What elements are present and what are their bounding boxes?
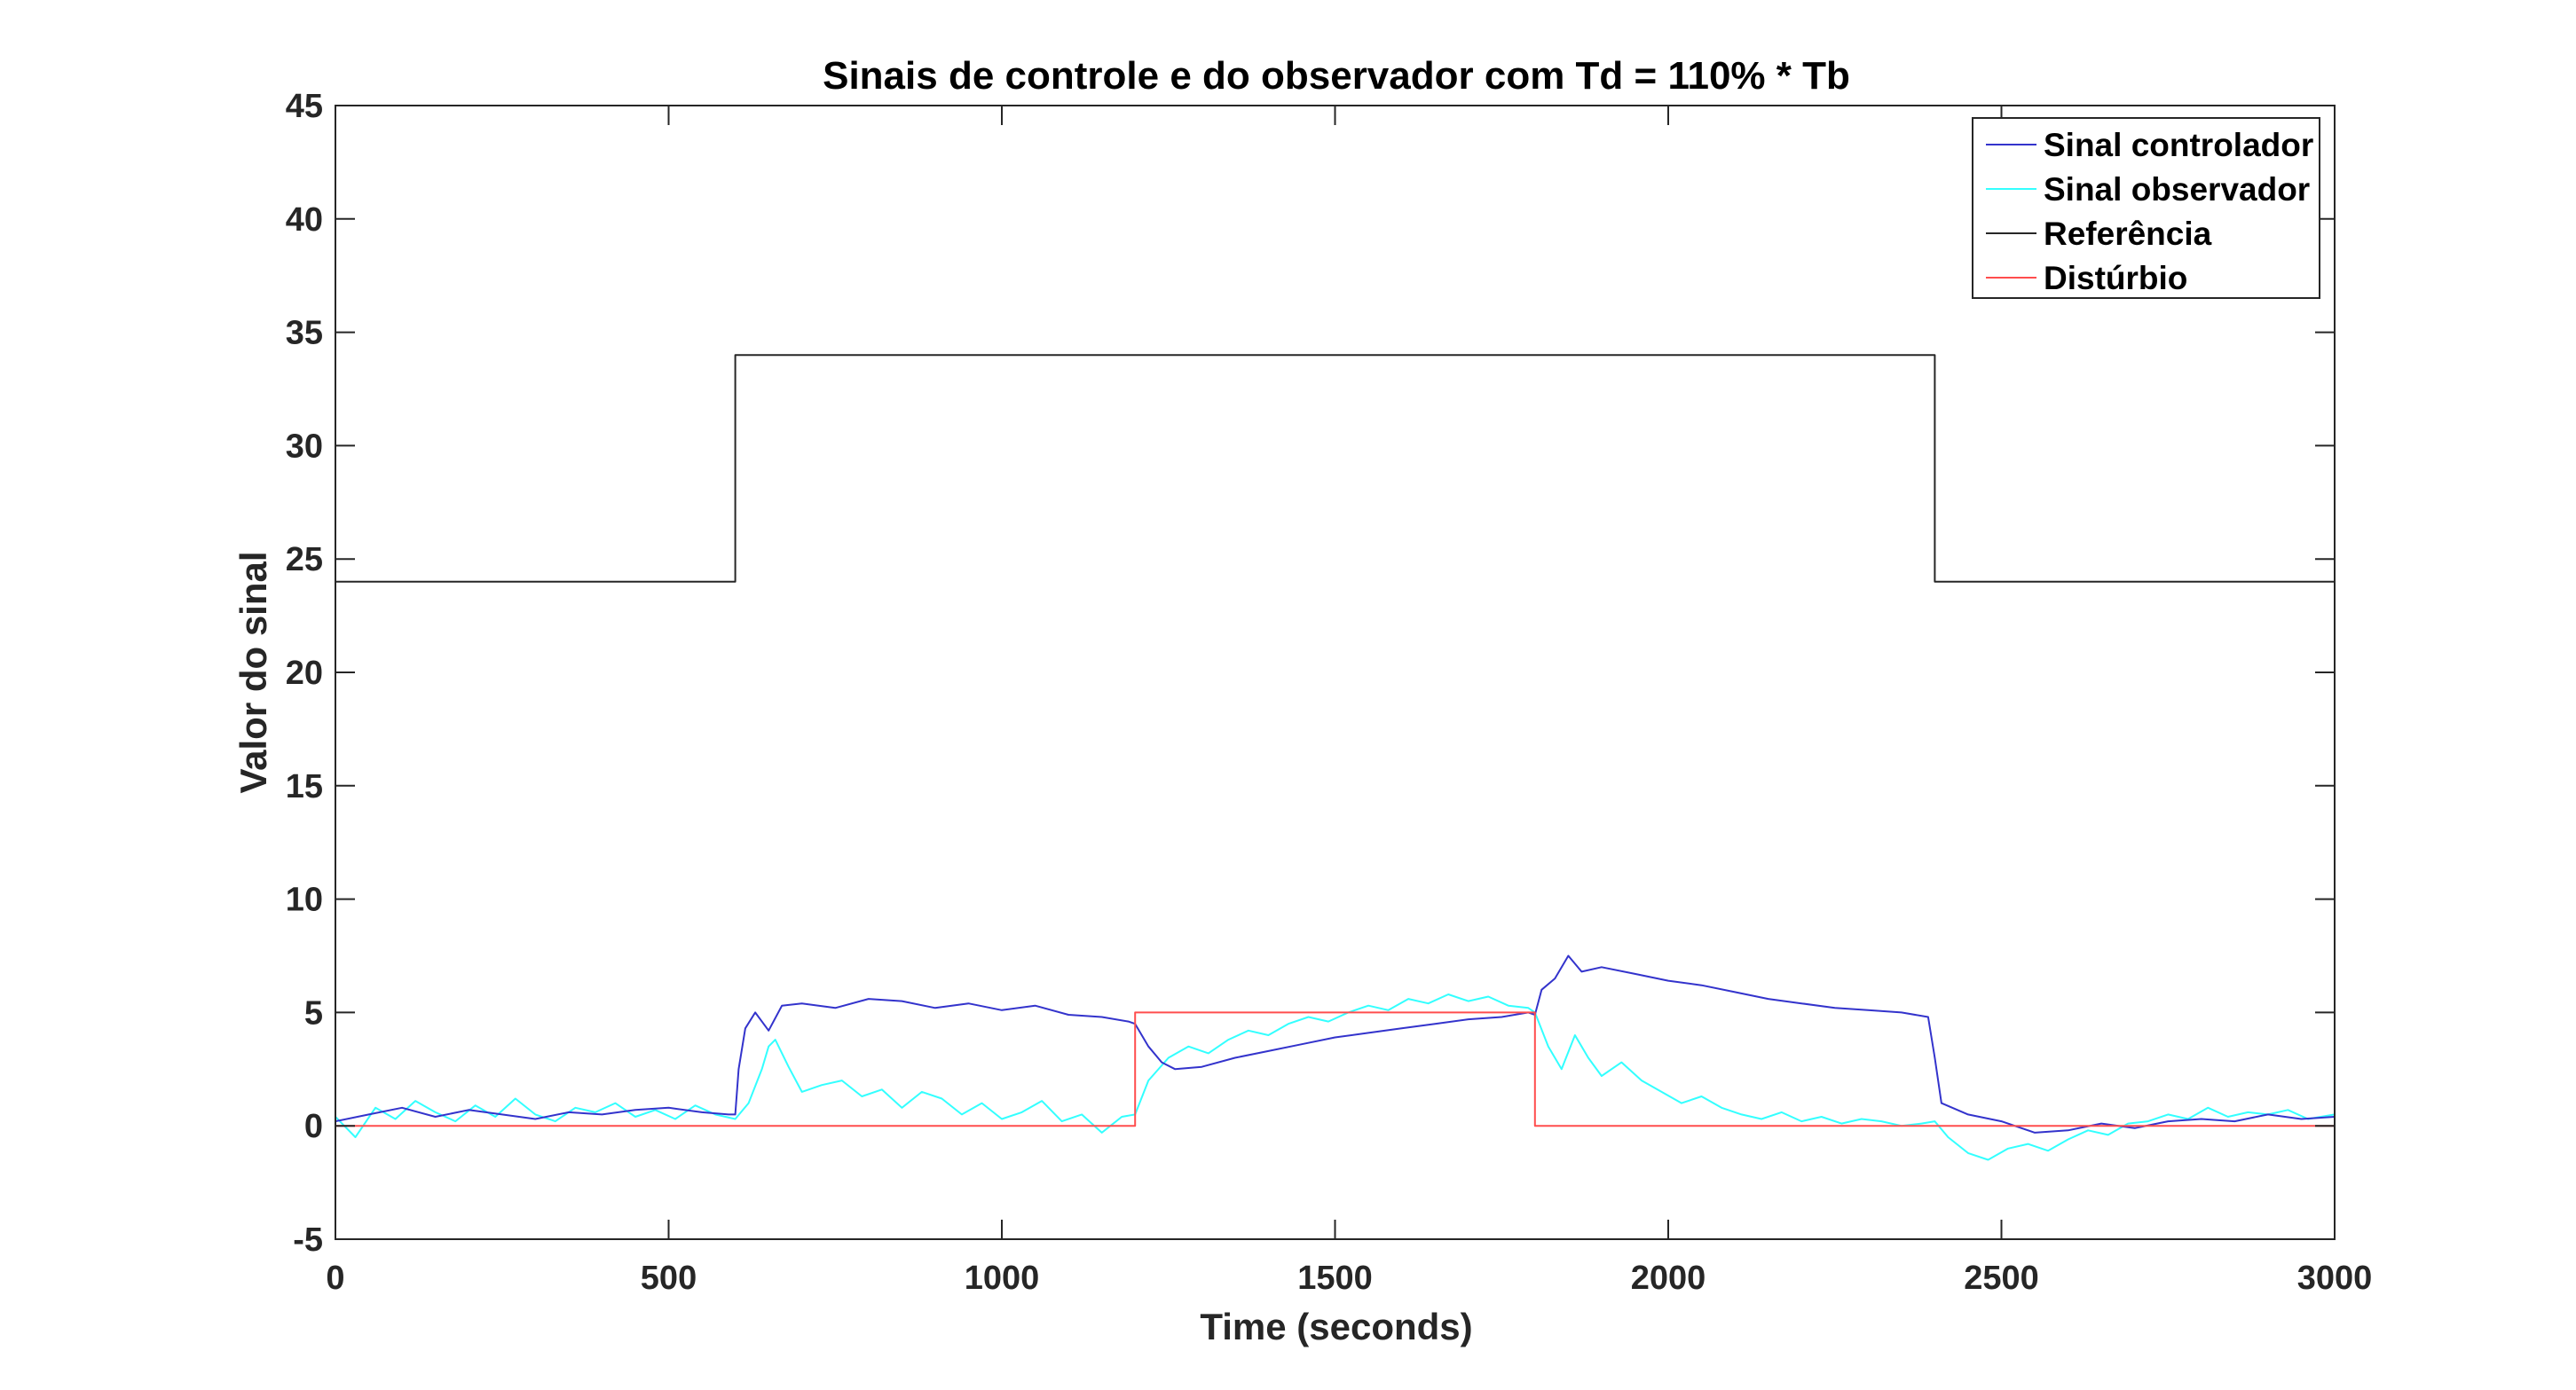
y-tick-label: 0 bbox=[304, 1108, 323, 1145]
legend: Sinal controlador Sinal observador Referên… bbox=[1972, 117, 2320, 299]
y-axis: -5 0 5 10 15 20 25 30 35 40 45 bbox=[286, 88, 2335, 1259]
legend-label-sinal-controlador: Sinal controlador bbox=[2044, 127, 2313, 163]
y-axis-label: Valor do sinal bbox=[232, 551, 274, 793]
x-tick-label: 2000 bbox=[1631, 1260, 1706, 1297]
y-tick-label: 10 bbox=[286, 882, 323, 919]
y-tick-label: -5 bbox=[293, 1221, 323, 1259]
x-tick-label: 1000 bbox=[965, 1260, 1040, 1297]
x-axis: 0 500 1000 1500 2000 2500 3000 bbox=[326, 106, 2372, 1297]
x-tick-label: 1500 bbox=[1297, 1260, 1373, 1297]
y-tick-label: 25 bbox=[286, 541, 323, 578]
y-tick-label: 30 bbox=[286, 428, 323, 465]
x-tick-label: 3000 bbox=[2297, 1260, 2373, 1297]
legend-label-disturbio: Distúrbio bbox=[2044, 260, 2187, 296]
y-tick-label: 40 bbox=[286, 201, 323, 239]
legend-label-referencia: Referência bbox=[2044, 216, 2212, 252]
y-tick-label: 20 bbox=[286, 655, 323, 692]
y-tick-label: 15 bbox=[286, 768, 323, 805]
y-tick-label: 35 bbox=[286, 315, 323, 352]
x-tick-label: 500 bbox=[641, 1260, 697, 1297]
x-axis-label: Time (seconds) bbox=[1200, 1306, 1472, 1347]
chart-title: Sinais de controle e do observador com T… bbox=[823, 54, 1850, 98]
legend-box bbox=[1972, 117, 2320, 299]
series-layer bbox=[335, 354, 2336, 1161]
x-tick-label: 0 bbox=[326, 1260, 344, 1297]
series-line-disturbio bbox=[335, 1011, 2335, 1127]
legend-label-sinal-observador: Sinal observador bbox=[2044, 171, 2310, 208]
x-tick-label: 2500 bbox=[1964, 1260, 2039, 1297]
y-tick-label: 5 bbox=[304, 994, 323, 1032]
y-tick-label: 45 bbox=[286, 88, 323, 125]
series-line-sinal-controlador bbox=[335, 954, 2336, 1134]
series-line-referencia bbox=[335, 354, 2335, 583]
